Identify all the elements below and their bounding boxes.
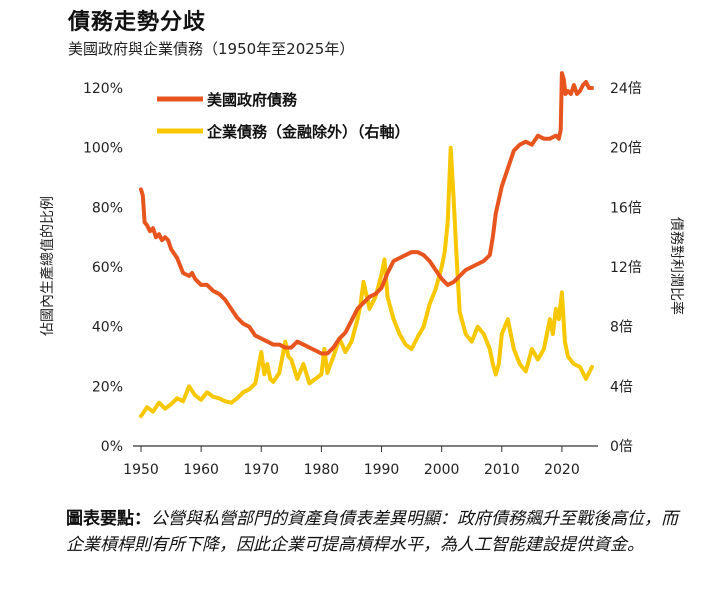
- x-axis-ticks: 1950 1960 1970 1980 1990 2000 2010 2020: [123, 446, 580, 478]
- x-tick-label: 1990: [364, 462, 400, 478]
- left-axis-ticks: 0% 20% 40% 60% 80% 100% 120%: [83, 81, 123, 455]
- y-right-tick-label: 20倍: [610, 141, 642, 157]
- legend-label-corporate: 企業債務（金融除外）（右軸）: [206, 123, 410, 141]
- y-left-tick-label: 20%: [92, 379, 123, 395]
- x-tick-label: 1980: [304, 462, 340, 478]
- y-left-tick-label: 120%: [83, 81, 123, 97]
- y-left-tick-label: 0%: [101, 439, 123, 455]
- note-text: 公營與私營部門的資產負債表差異明顯：政府債務飆升至戰後高位，而企業槓桿則有所下降…: [66, 509, 678, 555]
- y-left-tick-label: 60%: [92, 260, 123, 276]
- y-axis-label-left: 佔國內生產總值的比例: [39, 196, 56, 336]
- x-tick-label: 1970: [243, 462, 279, 478]
- x-tick-label: 2020: [544, 462, 580, 478]
- legend-label-government: 美國政府債務: [207, 91, 298, 109]
- x-tick-label: 1960: [183, 462, 219, 478]
- x-tick-label: 2010: [484, 462, 520, 478]
- right-axis-ticks: 0倍 4倍 8倍 12倍 16倍 20倍 24倍: [610, 81, 642, 455]
- y-right-tick-label: 4倍: [610, 379, 633, 395]
- y-left-tick-label: 100%: [83, 141, 123, 157]
- y-left-tick-label: 40%: [92, 320, 123, 336]
- y-left-tick-label: 80%: [92, 200, 123, 216]
- government-debt-line: [139, 71, 594, 356]
- x-tick-label: 1950: [123, 462, 159, 478]
- y-right-tick-label: 24倍: [610, 81, 642, 97]
- x-tick-label: 2000: [424, 462, 460, 478]
- y-axis-label-right: 債務對利潤比率: [668, 217, 685, 315]
- y-right-tick-label: 12倍: [610, 260, 642, 276]
- y-right-tick-label: 8倍: [610, 320, 633, 336]
- series-layer: [139, 71, 594, 419]
- chart-note: 圖表要點：公營與私營部門的資產負債表差異明顯：政府債務飆升至戰後高位，而企業槓桿…: [66, 506, 686, 558]
- chart-svg: 0% 20% 40% 60% 80% 100% 120% 0倍 4倍 8倍 12倍 16倍 20倍 24…: [39, 71, 685, 478]
- legend: 美國政府債務 企業債務（金融除外）（右軸）: [157, 91, 410, 141]
- note-lead: 圖表要點：: [66, 509, 151, 529]
- chart-subtitle: 美國政府與企業債務（1950年至2025年）: [68, 40, 355, 58]
- y-right-tick-label: 16倍: [610, 200, 642, 216]
- corporate-debt-line: [139, 145, 594, 419]
- y-right-tick-label: 0倍: [610, 439, 633, 455]
- chart-title: 債務走勢分歧: [68, 10, 207, 35]
